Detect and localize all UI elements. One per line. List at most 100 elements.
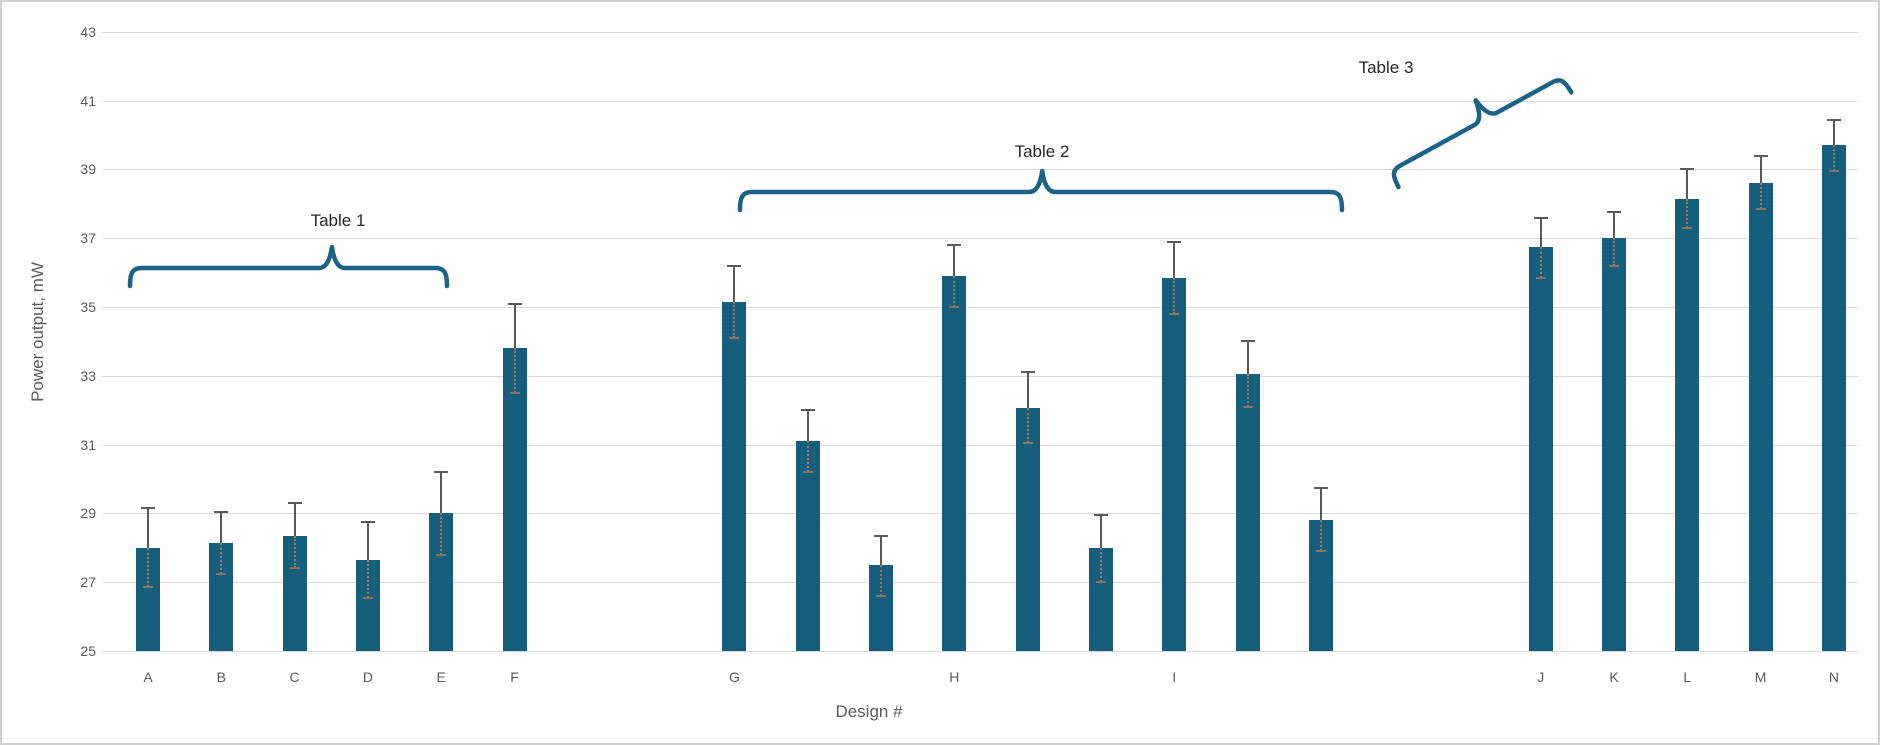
error-bar-down bbox=[220, 542, 223, 574]
gridline bbox=[102, 238, 1858, 240]
bar bbox=[942, 276, 967, 651]
bar bbox=[1602, 238, 1626, 651]
table-annotation-label: Table 3 bbox=[1358, 58, 1414, 77]
error-bar-down bbox=[1246, 374, 1249, 407]
y-tick-label: 41 bbox=[80, 92, 96, 109]
error-bar-down bbox=[953, 276, 956, 307]
x-tick-label: K bbox=[1609, 669, 1619, 685]
bar bbox=[1748, 183, 1773, 651]
error-bar-cap-top bbox=[800, 409, 815, 412]
error-bar-cap-top bbox=[214, 510, 229, 513]
x-tick-label: L bbox=[1683, 669, 1692, 685]
error-bar-down bbox=[1759, 183, 1762, 209]
error-bar-cap-bottom bbox=[1022, 441, 1033, 444]
gridline bbox=[102, 444, 1858, 446]
gridline bbox=[102, 31, 1858, 33]
y-tick-label: 33 bbox=[80, 367, 96, 384]
bar bbox=[722, 301, 747, 651]
x-tick-label: H bbox=[949, 669, 960, 685]
error-bar-cap-bottom bbox=[729, 336, 740, 339]
curly-brace bbox=[127, 244, 450, 289]
error-bar-cap-bottom bbox=[1535, 276, 1546, 279]
error-bar-down bbox=[806, 441, 809, 473]
x-tick-label: E bbox=[436, 669, 446, 685]
error-bar-down bbox=[440, 513, 443, 555]
error-bar-up bbox=[1759, 155, 1762, 184]
error-bar-cap-top bbox=[1167, 240, 1182, 243]
error-bar-up bbox=[293, 503, 296, 536]
error-bar-down bbox=[293, 535, 296, 569]
error-bar-up bbox=[440, 472, 443, 514]
error-bar-down bbox=[733, 301, 736, 338]
error-bar-cap-bottom bbox=[1609, 264, 1619, 267]
error-bar-up bbox=[806, 410, 809, 442]
x-axis-title: Design # bbox=[835, 702, 903, 721]
error-bar-down bbox=[1173, 277, 1176, 314]
gridline bbox=[102, 375, 1858, 377]
error-bar-cap-bottom bbox=[143, 586, 153, 589]
x-tick-label: A bbox=[143, 669, 153, 685]
error-bar-up bbox=[953, 245, 956, 277]
y-axis-title: Power output, mW bbox=[28, 262, 47, 402]
gridline bbox=[102, 100, 1858, 102]
error-bar-cap-top bbox=[434, 471, 449, 474]
error-bar-cap-top bbox=[1240, 340, 1255, 343]
error-bar-cap-top bbox=[1753, 154, 1768, 157]
gridline bbox=[102, 513, 1858, 515]
error-bar-cap-top bbox=[507, 302, 522, 305]
error-bar-cap-top bbox=[947, 244, 962, 247]
error-bar-up bbox=[1686, 169, 1689, 199]
error-bar-cap-bottom bbox=[1755, 207, 1766, 210]
x-tick-label: N bbox=[1828, 669, 1839, 685]
error-bar-down bbox=[513, 348, 516, 393]
error-bar-cap-top bbox=[1607, 211, 1621, 214]
error-bar-up bbox=[1539, 217, 1542, 247]
error-bar-cap-bottom bbox=[362, 596, 373, 599]
error-bar-cap-bottom bbox=[1242, 405, 1253, 408]
x-tick-label: D bbox=[362, 669, 373, 685]
gridline bbox=[102, 582, 1858, 584]
error-bar-up bbox=[1246, 341, 1249, 375]
error-bar-down bbox=[147, 547, 149, 588]
error-bar-up bbox=[1173, 241, 1176, 278]
gridline bbox=[102, 651, 1858, 652]
error-bar-cap-bottom bbox=[876, 594, 886, 597]
table-annotation-label: Table 1 bbox=[310, 211, 366, 230]
error-bar-down bbox=[1539, 246, 1542, 278]
bar bbox=[502, 348, 527, 651]
table-annotation-label: Table 2 bbox=[1014, 142, 1070, 161]
error-bar-up bbox=[220, 511, 223, 543]
error-bar-up bbox=[366, 522, 369, 560]
error-bar-cap-top bbox=[287, 502, 302, 505]
error-bar-down bbox=[1686, 198, 1689, 228]
x-tick-label: F bbox=[510, 669, 519, 685]
error-bar-down bbox=[1613, 238, 1615, 266]
error-bar-cap-top bbox=[727, 264, 742, 267]
error-bar-cap-bottom bbox=[1095, 581, 1106, 584]
error-bar-cap-bottom bbox=[289, 567, 300, 570]
bar bbox=[1528, 246, 1553, 651]
x-tick-label: M bbox=[1754, 669, 1767, 685]
error-bar-cap-top bbox=[1533, 216, 1548, 219]
error-bar-cap-top bbox=[1826, 118, 1841, 121]
error-bar-up bbox=[880, 535, 882, 565]
gridline bbox=[102, 169, 1858, 171]
error-bar-cap-bottom bbox=[802, 471, 813, 474]
error-bar-up bbox=[513, 303, 516, 349]
error-bar-down bbox=[1319, 520, 1322, 552]
y-tick-label: 29 bbox=[80, 505, 96, 522]
error-bar-cap-top bbox=[1093, 514, 1108, 517]
y-tick-label: 31 bbox=[80, 436, 96, 453]
bar bbox=[795, 441, 820, 651]
error-bar-cap-top bbox=[1020, 371, 1035, 374]
error-bar-up bbox=[1099, 515, 1102, 548]
y-tick-label: 35 bbox=[80, 299, 96, 315]
error-bar-cap-bottom bbox=[436, 553, 447, 556]
error-bar-up bbox=[1613, 212, 1615, 239]
error-bar-cap-top bbox=[874, 534, 888, 537]
error-bar-cap-bottom bbox=[1315, 550, 1326, 553]
x-tick-label: J bbox=[1537, 669, 1545, 685]
error-bar-cap-bottom bbox=[1682, 226, 1693, 229]
error-bar-up bbox=[1832, 119, 1835, 146]
